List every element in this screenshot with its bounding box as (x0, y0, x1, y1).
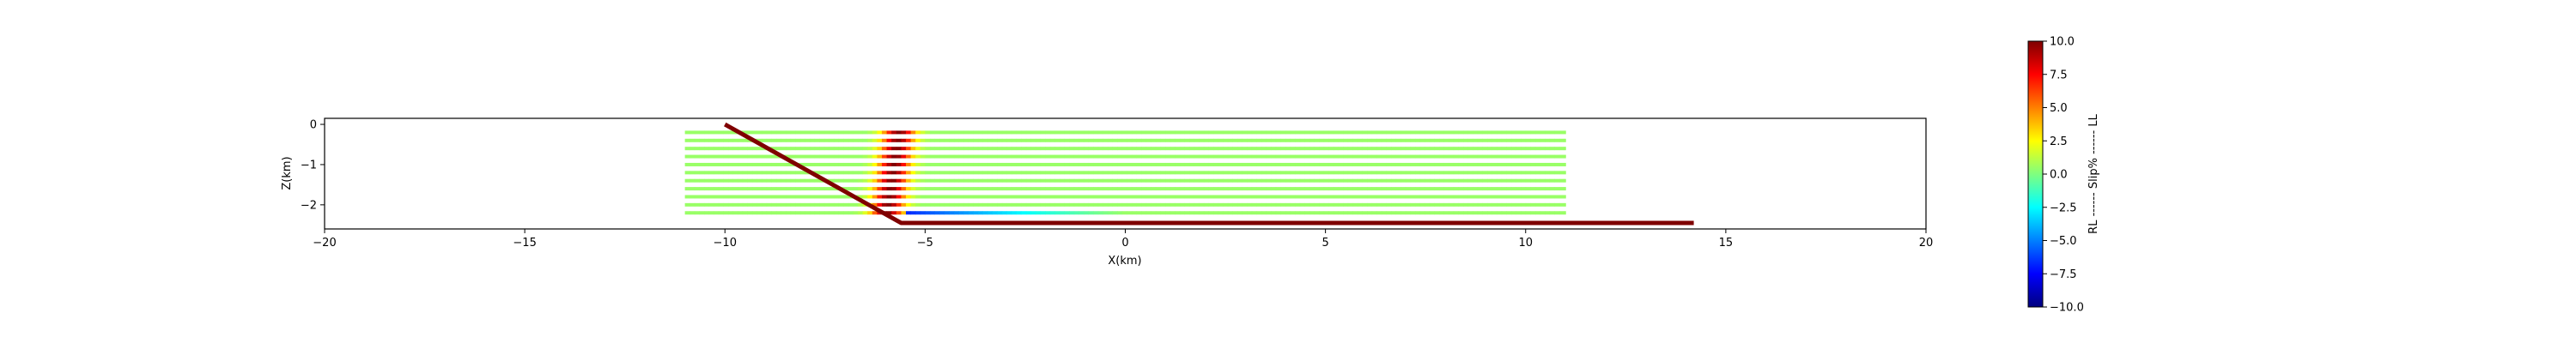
colorbar-ticks: 10.0 7.5 5.0 2.5 0.0 −2.5 −5.0 −7.5 −10.0 (2043, 36, 2084, 315)
colorbar-tick-label: −5.0 (2050, 235, 2077, 248)
y-tick-label: −2 (301, 199, 317, 212)
colorbar-tick-label: −7.5 (2050, 268, 2077, 281)
x-tick-label: −5 (917, 237, 933, 250)
x-tick-label: −15 (513, 237, 536, 250)
y-axis-label: Z(km) (281, 156, 294, 190)
x-axis-label: X(km) (1108, 255, 1141, 268)
colorbar-label: RL ------ Slip% ------ LL (2087, 113, 2100, 233)
colorbar-tick-label: 5.0 (2050, 102, 2068, 115)
fault-trace-group (724, 122, 1694, 226)
y-axis: 0 −1 −2 (301, 119, 325, 212)
fault-trace (724, 122, 1694, 226)
colorbar-tick-label: 7.5 (2050, 69, 2068, 81)
colorbar: 10.0 7.5 5.0 2.5 0.0 −2.5 −5.0 −7.5 −10.0 RL ---… (2027, 36, 2100, 315)
y-tick-label: −1 (301, 159, 317, 172)
x-tick-label: −10 (714, 237, 737, 250)
colorbar-gradient (2027, 40, 2044, 308)
colorbar-tick-label: 2.5 (2050, 135, 2068, 148)
x-axis: −20 −15 −10 −5 0 5 10 15 20 (313, 229, 1933, 250)
colorbar-tick-label: 0.0 (2050, 169, 2068, 182)
slip-plot: −20 −15 −10 −5 0 5 10 15 20 0 −1 −2 X(km) Z(km) (281, 117, 1933, 268)
x-tick-label: 0 (1121, 237, 1128, 250)
colorbar-tick-label: −10.0 (2050, 302, 2084, 315)
colorbar-tick-label: −2.5 (2050, 202, 2077, 214)
x-tick-label: −20 (313, 237, 336, 250)
colorbar-tick-label: 10.0 (2050, 36, 2075, 49)
x-tick-label: 20 (1919, 237, 1934, 250)
x-tick-label: 15 (1719, 237, 1734, 250)
y-tick-label: 0 (310, 119, 317, 132)
x-tick-label: 10 (1518, 237, 1533, 250)
x-tick-label: 5 (1321, 237, 1328, 250)
slip-layers (684, 130, 1566, 215)
